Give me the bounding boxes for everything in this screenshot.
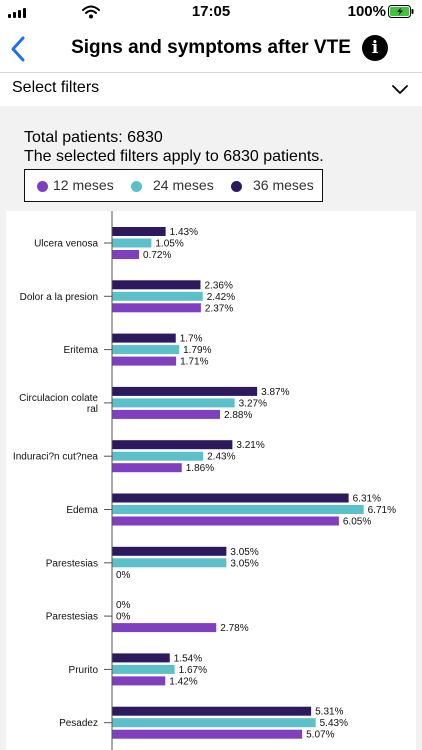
data-label: 2.78% (220, 623, 248, 634)
bar-24-meses (112, 718, 316, 728)
bar-24-meses (112, 664, 175, 674)
data-label: 5.43% (320, 718, 348, 729)
data-label: 2.42% (207, 292, 235, 303)
bar-24-meses (112, 291, 203, 301)
data-label: 3.05% (230, 547, 258, 558)
data-label: 1.79% (183, 345, 211, 356)
data-label: 0% (116, 570, 131, 581)
data-label: 2.37% (205, 303, 233, 314)
status-time: 17:05 (191, 3, 231, 20)
bar-12-meses (112, 623, 217, 633)
data-label: 1.54% (174, 653, 202, 664)
cellular-signal-icon (8, 8, 26, 18)
data-label: 2.88% (224, 410, 252, 421)
bar-12-meses (112, 250, 139, 259)
bar-24-meses (112, 398, 235, 408)
category-label: Circulacion colate (19, 393, 98, 404)
bar-12-meses (112, 516, 339, 526)
chevron-down-icon (392, 85, 408, 94)
info-icon[interactable]: i (362, 35, 388, 61)
data-label: 1.67% (179, 665, 207, 676)
bar-12-meses (112, 409, 220, 419)
category-label: ral (87, 404, 98, 415)
data-label: 1.42% (169, 676, 197, 687)
data-label: 6.71% (368, 505, 396, 516)
legend-label: 12 meses (53, 177, 114, 193)
category-label: Ulcera venosa (34, 239, 98, 250)
bar-24-meses (112, 345, 180, 355)
back-chevron-icon[interactable] (6, 34, 30, 64)
data-label: 1.7% (180, 334, 203, 345)
data-label: 3.21% (236, 440, 264, 451)
bar-36-meses (112, 227, 166, 236)
data-label: 1.71% (180, 357, 208, 368)
page-title: Signs and symptoms after VTE (71, 37, 351, 58)
category-label: Parestesias (46, 612, 98, 623)
data-label: 3.27% (239, 398, 267, 409)
navigation-bar: Signs and symptoms after VTE i (0, 28, 422, 70)
select-filters-dropdown[interactable]: Select filters (0, 72, 422, 106)
data-label: 1.86% (186, 463, 214, 474)
total-patients: Total patients: 6830 (24, 129, 163, 146)
data-label: 3.05% (230, 558, 258, 569)
legend-dot (131, 181, 142, 192)
data-label: 2.36% (205, 280, 233, 291)
category-label: Dolor a la presion (20, 292, 98, 303)
bar-24-meses (112, 451, 204, 461)
legend-dot (37, 181, 48, 192)
category-label: Edema (66, 505, 98, 516)
bar-12-meses (112, 729, 303, 739)
bar-24-meses (112, 558, 227, 568)
data-label: 3.87% (261, 387, 289, 398)
bar-chart: Ulcera venosa 1.43%1.05%0.72% Dolor a la p… (13, 211, 396, 750)
legend-label: 24 meses (153, 177, 214, 193)
battery-percentage: 100% (347, 3, 386, 20)
bar-36-meses (112, 280, 201, 290)
bar-36-meses (112, 493, 349, 503)
data-label: 5.31% (315, 707, 343, 718)
chart-container: Ulcera venosa 1.43% 1.05% 0.72% Dolor a la p… (6, 211, 416, 750)
data-label: 2.43% (207, 452, 235, 463)
category-label: Pesadez (59, 718, 98, 729)
bar-12-meses (112, 303, 201, 313)
category-label: Induraci?n cut?nea (13, 452, 99, 463)
bar-36-meses (112, 333, 176, 343)
data-label: 1.43% (170, 227, 198, 238)
bar-36-meses (112, 706, 312, 716)
bar-24-meses (112, 238, 152, 248)
data-label: 0.72% (143, 250, 171, 261)
data-label: 1.05% (155, 239, 183, 250)
category-label: Parestesias (46, 558, 98, 569)
data-label: 5.07% (306, 730, 334, 741)
bar-12-meses (112, 356, 177, 366)
bar-36-meses (112, 440, 233, 450)
category-label: Prurito (69, 665, 99, 676)
data-label: 0% (116, 600, 131, 611)
bar-36-meses (112, 653, 170, 663)
battery-charging-icon (388, 5, 414, 18)
wifi-icon (82, 5, 100, 19)
category-label: Eritema (64, 345, 99, 356)
chart-legend: 12 meses 24 meses 36 meses (24, 169, 323, 202)
legend-label: 36 meses (253, 177, 314, 193)
bar-36-meses (112, 386, 258, 396)
bar-12-meses (112, 463, 182, 473)
data-label: 6.05% (343, 517, 371, 528)
filters-note: The selected filters apply to 6830 patie… (24, 148, 324, 165)
filter-label: Select filters (12, 79, 100, 96)
bar-36-meses (112, 546, 227, 556)
bar-24-meses (112, 505, 364, 514)
data-label: 0% (116, 612, 131, 623)
bar-12-meses (112, 676, 166, 686)
content-area: Total patients: 6830 The selected filter… (0, 106, 422, 750)
legend-dot (231, 181, 242, 192)
status-bar: 17:05 100% (0, 0, 422, 24)
data-label: 6.31% (353, 494, 381, 505)
